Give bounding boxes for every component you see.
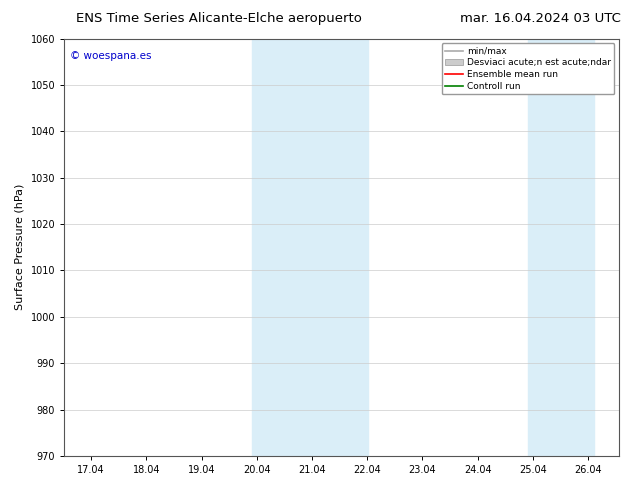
Text: ENS Time Series Alicante-Elche aeropuerto: ENS Time Series Alicante-Elche aeropuert… [76, 12, 362, 25]
Text: mar. 16.04.2024 03 UTC: mar. 16.04.2024 03 UTC [460, 12, 621, 25]
Legend: min/max, Desviaci acute;n est acute;ndar, Ensemble mean run, Controll run: min/max, Desviaci acute;n est acute;ndar… [442, 43, 614, 95]
Bar [252, 39, 368, 456]
Y-axis label: Surface Pressure (hPa): Surface Pressure (hPa) [15, 184, 25, 311]
Bar [528, 39, 594, 456]
Text: © woespana.es: © woespana.es [70, 51, 152, 61]
